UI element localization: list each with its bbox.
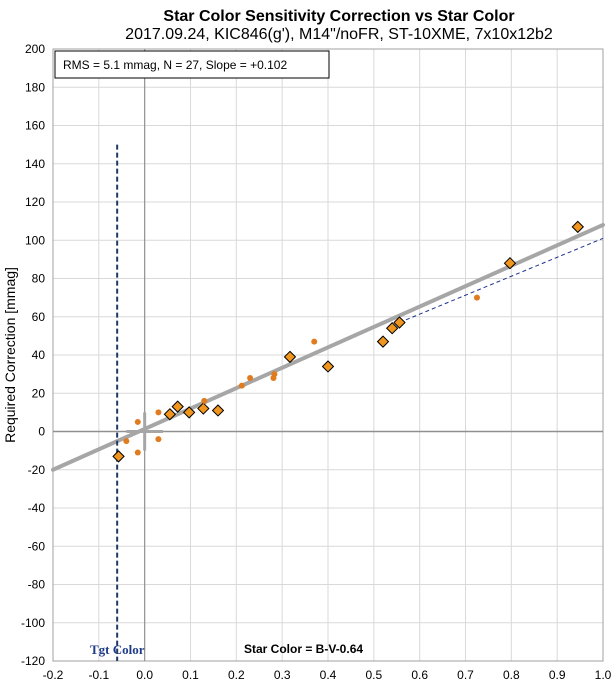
y-tick-label: 120 [25, 195, 45, 209]
grid-lines [53, 48, 603, 662]
x-tick-label: 0.1 [182, 668, 199, 682]
dot-point [473, 294, 480, 301]
y-tick-label: 0 [38, 425, 45, 439]
diamond-point [321, 360, 335, 373]
diamond-point [571, 220, 584, 234]
stats-box [54, 50, 330, 79]
y-tick-label: 200 [25, 42, 45, 56]
y-tick-label: -40 [28, 501, 46, 515]
origin-cross [126, 412, 163, 451]
x-tick-label: -0.1 [88, 668, 109, 682]
x-tick-label: 0.5 [365, 668, 382, 682]
y-tick-label: 160 [25, 119, 45, 133]
diamond-point [163, 408, 177, 421]
chart-subtitle: 2017.09.24, KIC846(g'), M14"/noFR, ST-10… [125, 26, 553, 43]
dot-point [134, 449, 141, 456]
dot-point [311, 338, 318, 345]
diamond-point [385, 322, 399, 335]
dot-point [247, 374, 254, 381]
y-tick-label: 100 [25, 233, 45, 247]
chart-title: Star Color Sensitivity Correction vs Sta… [163, 8, 514, 25]
y-tick-label: -120 [21, 654, 45, 668]
diamond-point [393, 316, 406, 329]
y-tick-label: 40 [32, 348, 46, 362]
x-axis-label: Star Color = B-V-0.64 [244, 642, 363, 656]
y-tick-label: 60 [32, 310, 46, 324]
dot-point [123, 438, 130, 445]
x-tick-label: -0.2 [43, 668, 64, 682]
y-tick-label: 140 [25, 157, 45, 171]
diamond-point [171, 400, 184, 413]
dot-point [155, 436, 162, 443]
y-tick-label: -100 [21, 616, 45, 630]
y-tick-label: -20 [28, 463, 46, 477]
plot-frame [52, 48, 604, 662]
y-tick-label: 80 [32, 272, 46, 286]
y-axis-label: Required Correction [mmag] [2, 267, 18, 443]
dot-point [134, 418, 141, 425]
y-tick-label: 180 [25, 80, 45, 94]
data-points [112, 220, 584, 463]
dashed-fit-line [399, 237, 604, 323]
x-tick-label: 0.9 [549, 668, 566, 682]
dot-point [201, 397, 208, 404]
x-tick-label: 0.7 [457, 668, 474, 682]
y-tick-label: -80 [28, 578, 46, 592]
diamond-point [376, 335, 390, 348]
y-tick-label: -60 [28, 539, 46, 553]
diamond-point [112, 450, 125, 463]
diamond-point [503, 256, 517, 270]
x-tick-label: 0.8 [503, 668, 520, 682]
stats-annotation: RMS = 5.1 mmag, N = 27, Slope = +0.102 [63, 58, 287, 72]
x-tick-label: 0.6 [411, 668, 428, 682]
x-tick-label: 0.2 [228, 668, 245, 682]
x-tick-label: 0.0 [136, 668, 153, 682]
diamond-point [197, 402, 210, 415]
target-color-label: Tgt Color [90, 642, 145, 657]
x-tick-label: 0.4 [320, 668, 337, 682]
tick-labels: -120 -100 -80 -60 -40 -20 0 20 40 60 80 100 120 140 16… [21, 42, 612, 682]
dot-point [271, 371, 278, 378]
diamond-point [182, 406, 196, 419]
dot-point [155, 409, 162, 416]
x-tick-label: 0.3 [274, 668, 291, 682]
x-tick-label: 1.0 [595, 668, 612, 682]
y-tick-label: 20 [32, 386, 46, 400]
dot-point [238, 382, 245, 389]
diamond-point [283, 350, 297, 364]
diamond-point [211, 404, 225, 417]
